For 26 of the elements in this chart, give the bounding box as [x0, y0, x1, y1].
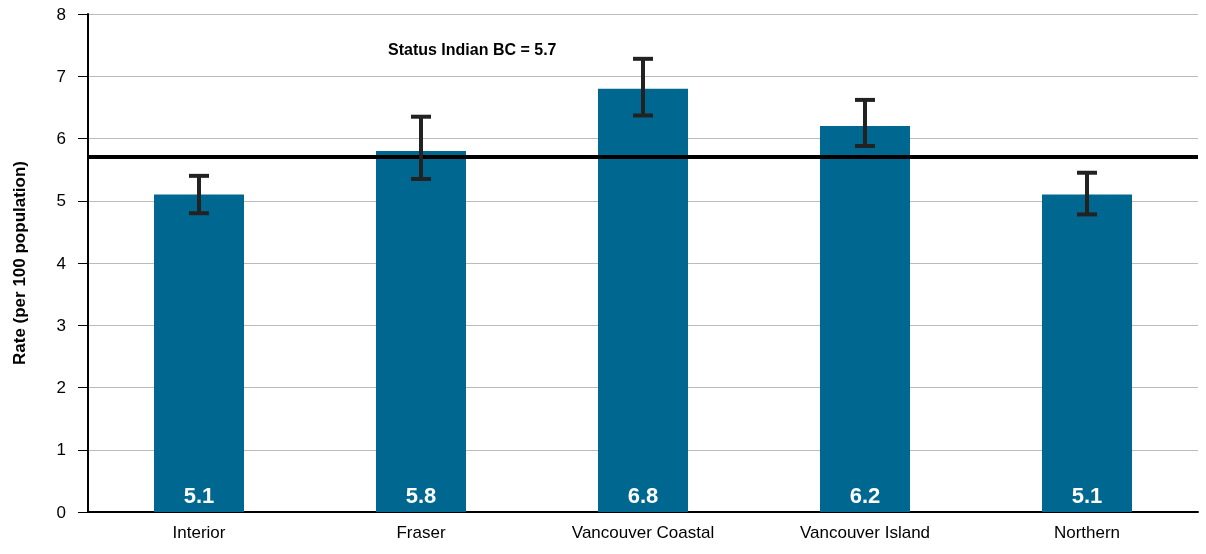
y-tick-label: 3 — [56, 315, 66, 335]
y-tick-label: 2 — [56, 378, 66, 397]
y-tick-label: 6 — [56, 129, 66, 148]
y-axis-title: Rate (per 100 population) — [10, 160, 29, 366]
bar — [598, 88, 688, 512]
y-tick-label: 7 — [56, 66, 66, 86]
y-tick-label: 0 — [56, 502, 66, 522]
bar — [154, 194, 244, 512]
data-label: 5.1 — [1071, 482, 1103, 508]
x-tick-label: Vancouver Coastal — [571, 523, 715, 542]
y-tick-label: 5 — [56, 191, 66, 211]
y-tick-label: 4 — [56, 253, 66, 273]
ref-line-label: Status Indian BC = 5.7 — [388, 40, 557, 58]
x-tick-label: Interior — [172, 523, 226, 542]
data-label: 5.1 — [183, 482, 215, 508]
x-tick-label: Fraser — [396, 523, 446, 542]
bar — [820, 126, 910, 512]
bar — [1042, 194, 1132, 512]
y-tick-label: 1 — [56, 440, 66, 460]
y-tick-label: 8 — [56, 4, 66, 24]
bar — [376, 150, 466, 512]
data-label: 6.8 — [627, 482, 659, 508]
data-label: 5.8 — [405, 482, 437, 508]
x-tick-label: Vancouver Island — [799, 523, 931, 542]
x-tick-label: Northern — [1053, 523, 1121, 542]
data-label: 6.2 — [849, 482, 881, 508]
